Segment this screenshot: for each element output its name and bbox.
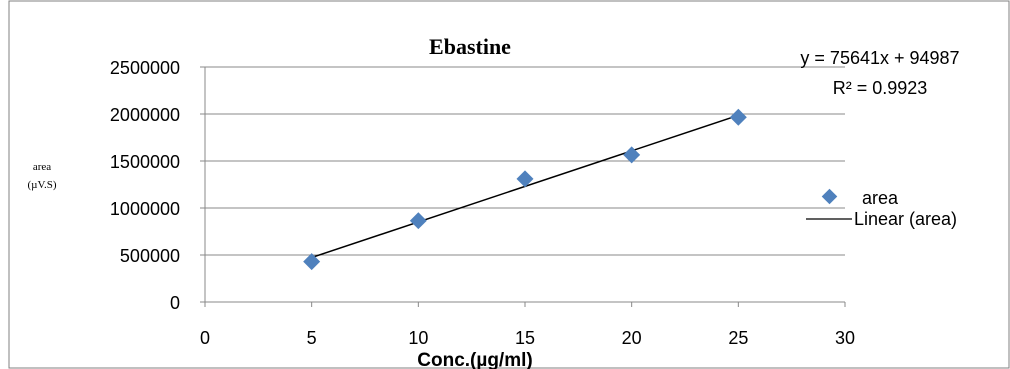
y-tick-label: 1500000 [110, 152, 180, 172]
data-points [303, 108, 747, 271]
y-axis-label-line2: (µV.S) [27, 179, 56, 191]
y-axis-label-line1: area [33, 161, 51, 173]
x-axis-label: Conc.(µg/ml) [417, 350, 532, 369]
x-tick-label: 15 [515, 328, 535, 348]
data-point [623, 146, 641, 164]
chart-border [8, 0, 1010, 369]
y-tick-label: 500000 [120, 246, 180, 266]
x-tick-labels: 0 5 10 15 20 25 30 [200, 328, 855, 348]
y-tick-label: 1000000 [110, 199, 180, 219]
legend-label-area: area [862, 188, 899, 208]
legend-marker-area [821, 188, 838, 205]
data-point [516, 170, 534, 188]
chart-title: Ebastine [429, 34, 511, 59]
data-point [729, 108, 747, 126]
x-tick-label: 5 [307, 328, 317, 348]
y-tick-label: 0 [170, 293, 180, 313]
y-tick-label: 2500000 [110, 58, 180, 78]
data-point [409, 212, 427, 230]
x-tick-label: 0 [200, 328, 210, 348]
x-tick-label: 10 [408, 328, 428, 348]
legend-label-linear: Linear (area) [854, 209, 957, 229]
trendline-equation: y = 75641x + 94987 [800, 48, 959, 68]
axes [200, 66, 846, 307]
y-tick-label: 2000000 [110, 105, 180, 125]
r-squared-label: R² = 0.9923 [833, 78, 928, 98]
legend: area Linear (area) [806, 188, 957, 229]
x-tick-label: 20 [622, 328, 642, 348]
x-tick-label: 25 [728, 328, 748, 348]
y-tick-labels: 0 500000 1000000 1500000 2000000 2500000 [110, 58, 180, 313]
x-tick-label: 30 [835, 328, 855, 348]
data-point [303, 253, 321, 271]
